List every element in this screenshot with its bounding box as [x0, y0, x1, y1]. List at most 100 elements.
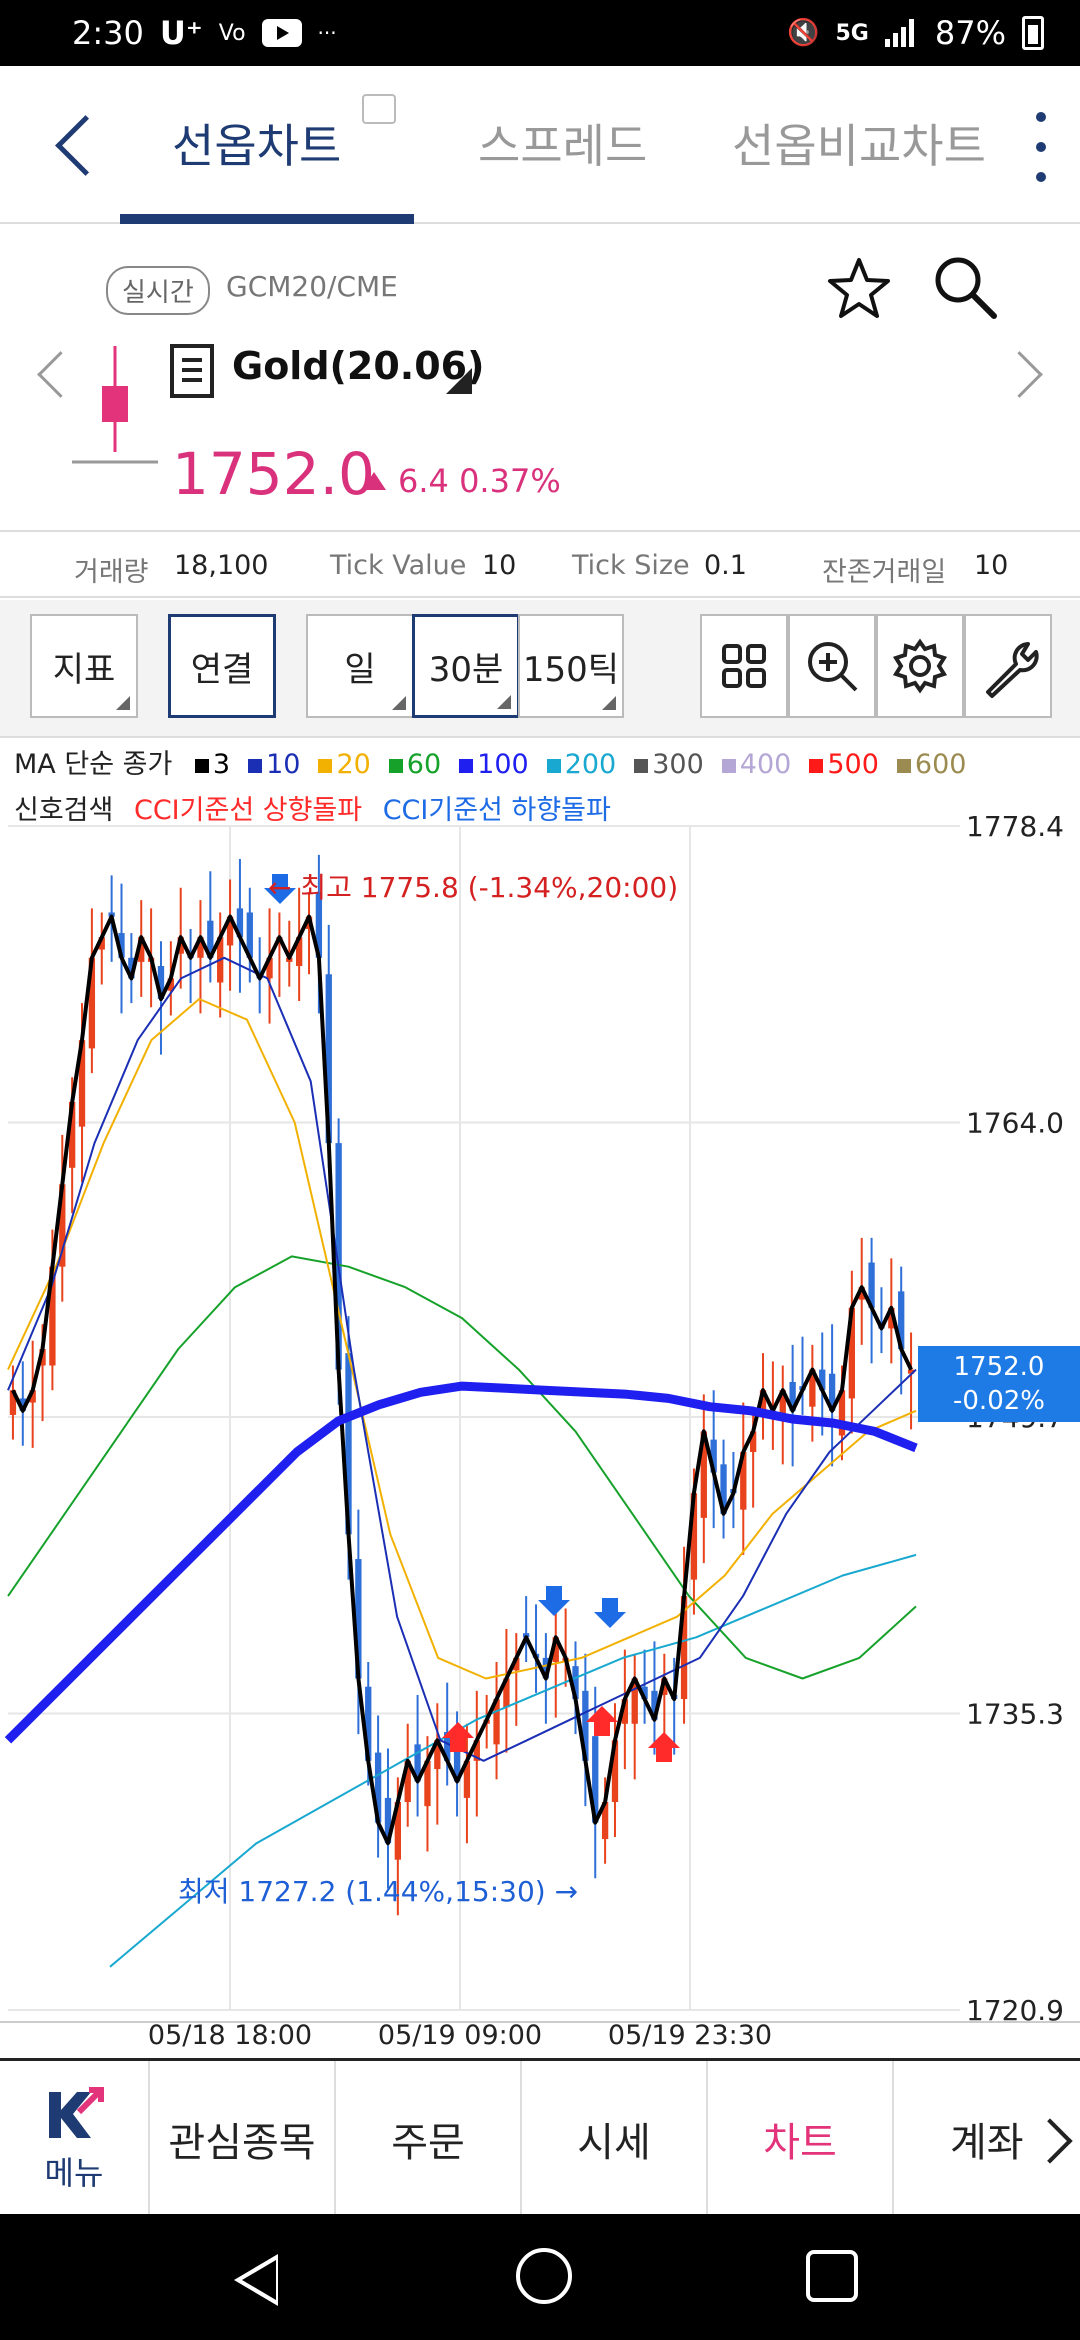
- candle-body: [710, 1439, 717, 1473]
- candle: [710, 1390, 717, 1529]
- low-annotation-text: 최저 1727.2 (1.44%,15:30): [178, 1875, 546, 1908]
- nav-quotes[interactable]: 시세: [522, 2061, 708, 2217]
- candle-body: [621, 1699, 629, 1724]
- candle: [651, 1641, 658, 1755]
- ma-legend-item-500: 500: [809, 749, 883, 780]
- tab-compare-chart[interactable]: 선옵비교차트: [732, 119, 986, 173]
- ma-legend-item-300: 300: [634, 749, 708, 780]
- tab-futures-chart[interactable]: 선옵차트: [172, 119, 342, 173]
- candle-body: [907, 1369, 915, 1374]
- candle: [631, 1653, 638, 1780]
- realtime-badge: 실시간: [106, 266, 210, 315]
- candle-body: [197, 937, 204, 958]
- system-home-icon[interactable]: [516, 2248, 572, 2304]
- high-annotation: ← 최고 1775.8 (-1.34%,20:00): [268, 866, 678, 906]
- y-tick-label: 1778.4: [966, 810, 1064, 843]
- instrument-list-icon[interactable]: [170, 344, 214, 398]
- more-menu-icon[interactable]: [1030, 108, 1050, 188]
- zoom-in-icon[interactable]: [788, 614, 876, 718]
- candle: [700, 1394, 707, 1564]
- candle: [187, 928, 194, 1004]
- candle-body: [700, 1431, 707, 1518]
- system-recent-icon[interactable]: [806, 2250, 858, 2302]
- candle: [641, 1649, 648, 1724]
- signal-search-row[interactable]: 신호검색 CCI기준선 상향돌파 CCI기준선 하향돌파: [14, 788, 611, 827]
- signal-down-arrow-icon: [594, 1598, 626, 1628]
- settings-gear-icon[interactable]: [876, 614, 964, 718]
- candle-icon: [72, 346, 158, 464]
- signal-down-arrow-icon: [538, 1586, 570, 1616]
- candle-body: [434, 1740, 441, 1770]
- candle-body: [325, 974, 332, 1144]
- tick-size: 0.1: [704, 550, 747, 581]
- candle: [138, 900, 145, 997]
- candle: [720, 1439, 727, 1539]
- nav-watchlist[interactable]: 관심종목: [150, 2061, 336, 2217]
- ma-legend-item-20: 20: [318, 749, 374, 780]
- instrument-name[interactable]: Gold(20.06): [232, 344, 485, 388]
- candle-body: [207, 920, 214, 958]
- candle-body: [157, 966, 165, 999]
- candle: [88, 908, 96, 1074]
- connect-button[interactable]: 연결: [168, 614, 276, 718]
- ma-legend[interactable]: MA 단순 종가 3 10 20 60 100 200 300 400 500 600: [14, 742, 978, 781]
- period-30min-button[interactable]: 30분: [412, 614, 520, 718]
- nav-order[interactable]: 주문: [336, 2061, 522, 2217]
- menu-button[interactable]: 메뉴: [0, 2061, 150, 2217]
- current-price: 1752.0: [172, 440, 375, 508]
- candle: [19, 1361, 26, 1446]
- dropdown-caret-icon[interactable]: [446, 368, 472, 394]
- instrument-panel: 실시간 GCM20/CME Gold(20.06) 1752.0 6.4 0.3…: [0, 226, 1080, 532]
- bottom-navigation: 메뉴 관심종목 주문 시세 차트 계좌: [0, 2058, 1080, 2217]
- candle: [197, 900, 204, 1014]
- signal-up-arrow-icon: [442, 1722, 474, 1752]
- ma-legend-item-200: 200: [546, 749, 621, 780]
- candle: [848, 1270, 856, 1434]
- ma-legend-title: MA 단순 종가: [14, 749, 173, 780]
- candle: [799, 1336, 806, 1415]
- nav-account[interactable]: 계좌: [950, 2120, 1024, 2166]
- more-dots: ···: [317, 21, 337, 45]
- candle: [355, 1509, 362, 1735]
- system-back-icon[interactable]: [234, 2254, 278, 2306]
- ma-legend-item-3: 3: [194, 749, 234, 780]
- candle-body: [19, 1398, 26, 1411]
- ma-legend-swatch: [634, 759, 649, 773]
- youtube-icon: [261, 19, 302, 47]
- candle-body: [394, 1802, 402, 1860]
- active-tab-indicator: [120, 214, 414, 224]
- candle-body: [493, 1699, 500, 1745]
- candle-body: [789, 1381, 796, 1411]
- nav-chart[interactable]: 차트: [708, 2061, 894, 2217]
- network-label: 5G: [835, 20, 869, 46]
- candle-body: [315, 891, 323, 958]
- candle-body: [542, 1657, 550, 1679]
- candle: [295, 887, 303, 1002]
- instrument-info-bar: 거래량 18,100 Tick Value 10 Tick Size 0.1 잔…: [0, 534, 1080, 598]
- candle-body: [78, 1040, 86, 1127]
- candle: [621, 1649, 629, 1770]
- candle: [661, 1653, 668, 1741]
- x-tick-label: 05/19 23:30: [608, 2020, 772, 2051]
- y-tick-label: 1735.3: [966, 1697, 1064, 1730]
- favorite-star-icon[interactable]: [826, 256, 892, 322]
- price-change: 6.4 0.37%: [362, 462, 561, 500]
- indicator-button[interactable]: 지표: [30, 614, 138, 718]
- signal-icon: [884, 19, 919, 47]
- candle-body: [29, 1390, 36, 1403]
- candle-body: [138, 937, 145, 962]
- nav-more-arrow-icon[interactable]: [1034, 2119, 1064, 2159]
- high-annotation-text: 최고 1775.8 (-1.34%,20:00): [300, 871, 679, 904]
- candle-body: [601, 1802, 609, 1840]
- high-arrow-icon: ←: [268, 871, 292, 904]
- layout-grid-icon[interactable]: [700, 614, 788, 718]
- period-150tick-button[interactable]: 150틱: [518, 614, 624, 718]
- wrench-tool-icon[interactable]: [964, 614, 1052, 718]
- search-icon[interactable]: [930, 252, 1000, 322]
- popup-window-icon[interactable]: [362, 94, 396, 124]
- candle-body: [9, 1390, 17, 1415]
- tab-spread[interactable]: 스프레드: [478, 119, 648, 173]
- volte-label: Vo: [218, 20, 246, 46]
- chart-tab-header: 선옵차트 스프레드 선옵비교차트: [0, 66, 1080, 224]
